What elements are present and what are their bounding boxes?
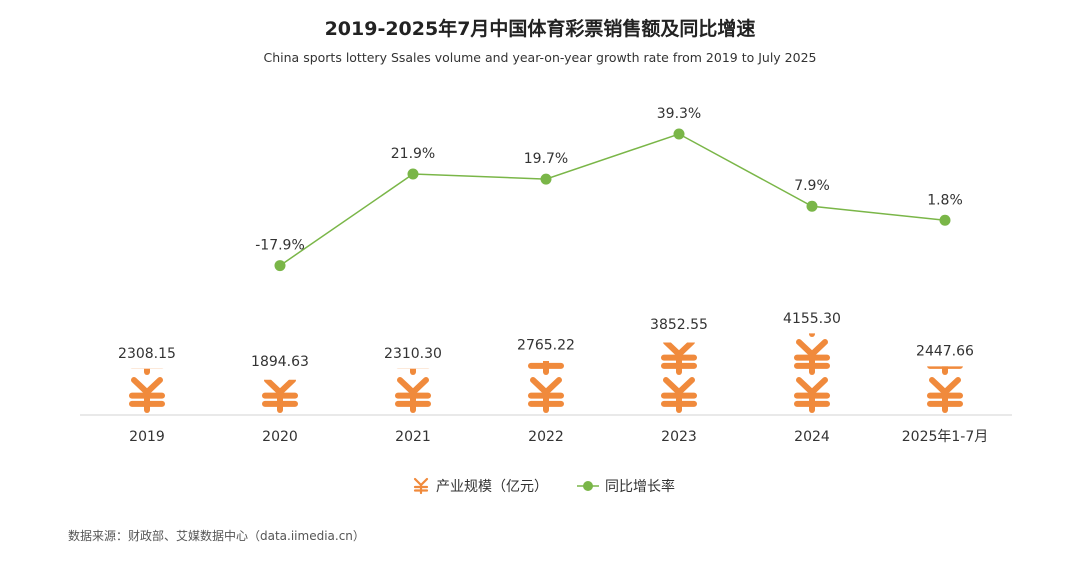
growth-value-label: 19.7% <box>524 151 568 167</box>
growth-line <box>279 133 946 267</box>
bar-mark <box>927 366 963 413</box>
legend-label-scale: 产业规模（亿元） <box>436 479 548 495</box>
bar-value-label: 1894.63 <box>251 354 309 370</box>
bar-value-label: 2308.15 <box>118 346 176 362</box>
legend-item-growth: 同比增长率 <box>577 478 675 495</box>
legend-label-growth: 同比增长率 <box>605 478 675 495</box>
bar-mark <box>395 368 431 413</box>
yen-symbol <box>528 360 564 375</box>
chart-svg: 2308.15 2019 1894.63 2020 2310.30 2021 2765.22… <box>80 106 1012 495</box>
bar-value-label: 2447.66 <box>916 343 974 359</box>
data-source-note: 数据来源：财政部、艾媒数据中心（data.iimedia.cn） <box>68 529 365 543</box>
yen-symbol <box>528 377 564 413</box>
growth-value-label: 1.8% <box>927 192 963 208</box>
yen-icon <box>413 477 429 495</box>
growth-point <box>407 168 419 180</box>
bar-value-label: 4155.30 <box>783 311 841 327</box>
x-tick-label: 2020 <box>262 429 298 445</box>
yen-symbol <box>927 366 963 375</box>
bar-mark <box>661 342 697 413</box>
bar-value-label: 2310.30 <box>384 346 442 362</box>
yen-symbol <box>661 377 697 413</box>
growth-value-label: -17.9% <box>255 238 305 254</box>
yen-symbol <box>794 377 830 413</box>
growth-value-label: 21.9% <box>391 146 435 162</box>
legend-item-scale: 产业规模（亿元） <box>413 477 548 495</box>
growth-point <box>939 214 951 226</box>
growth-point <box>806 200 818 212</box>
bar-value-label: 3852.55 <box>650 317 708 333</box>
x-tick-label: 2019 <box>129 429 165 445</box>
x-tick-label: 2023 <box>661 429 697 445</box>
growth-value-label: 7.9% <box>794 178 830 194</box>
bar-mark <box>794 333 830 413</box>
growth-value-label: 39.3% <box>657 106 701 122</box>
x-tick-label: 2025年1-7月 <box>902 429 989 445</box>
growth-point <box>540 173 552 185</box>
bar-mark <box>262 379 298 413</box>
x-tick-label: 2022 <box>528 429 564 445</box>
yen-symbol <box>131 368 163 375</box>
bar-value-label: 2765.22 <box>517 337 575 353</box>
bar-mark <box>129 368 165 413</box>
yen-symbol <box>395 377 431 413</box>
legend-dot-icon <box>583 481 593 491</box>
x-tick-label: 2021 <box>395 429 431 445</box>
growth-point <box>274 260 286 272</box>
yen-symbol <box>661 342 697 375</box>
growth-point <box>673 128 685 140</box>
bar-mark <box>528 360 564 413</box>
yen-symbol <box>129 377 165 413</box>
x-tick-label: 2024 <box>794 429 830 445</box>
yen-symbol <box>262 379 298 413</box>
chart-subtitle: China sports lottery Ssales volume and y… <box>263 50 817 65</box>
yen-symbol <box>794 339 830 375</box>
chart-title: 2019-2025年7月中国体育彩票销售额及同比增速 <box>324 18 756 40</box>
yen-symbol <box>927 377 963 413</box>
yen-symbol <box>397 368 429 375</box>
